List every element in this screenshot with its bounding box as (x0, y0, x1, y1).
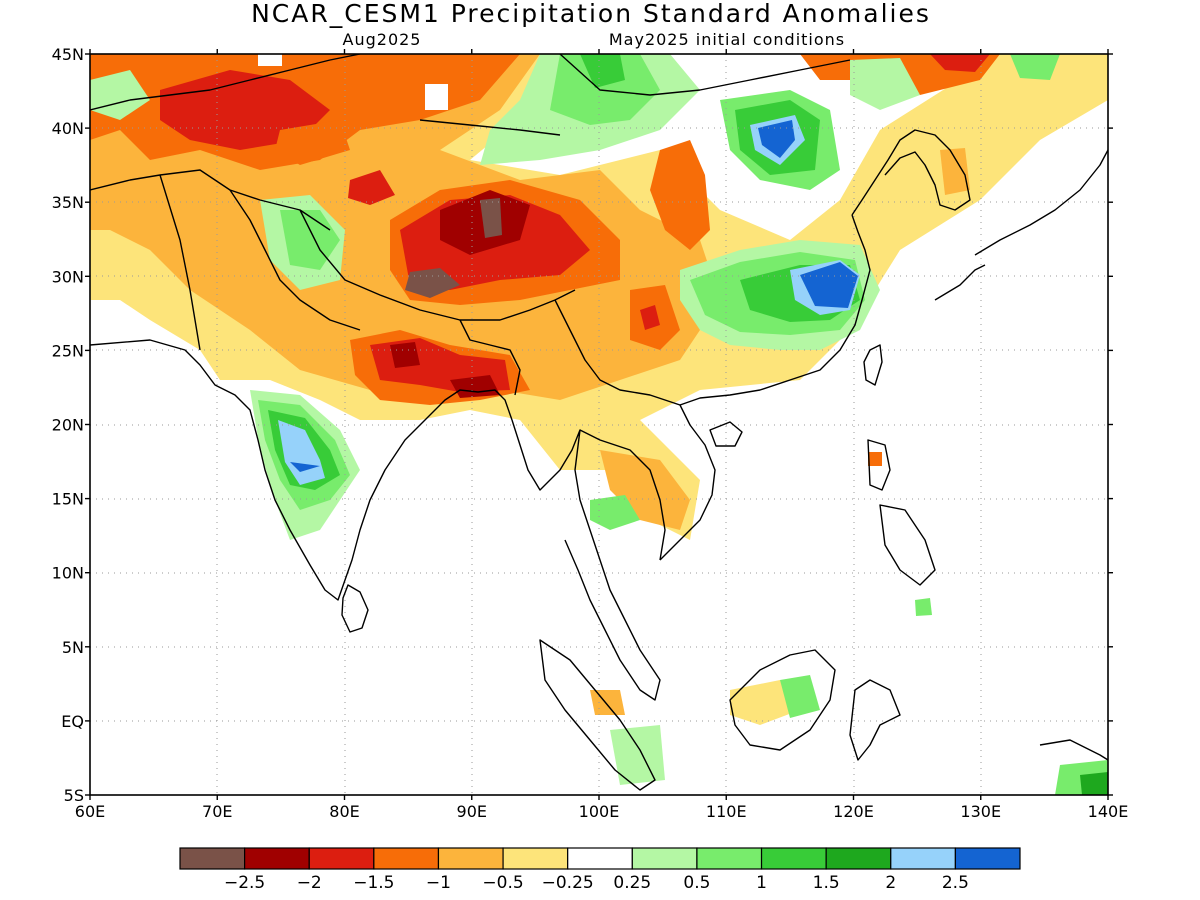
lat-tick-label: 15N (52, 490, 84, 509)
longitude-labels: 60E 70E 80E 90E 100E 110E 120E 130E 140E (75, 802, 1129, 821)
lon-tick-label: 70E (202, 802, 232, 821)
valid-month-label: Aug2025 (343, 30, 422, 49)
coastlines-borders (90, 54, 1108, 791)
colorbar-swatch (308, 847, 375, 870)
latitude-labels: 45N 40N 35N 30N 25N 20N 15N 10N 5N EQ 5S (52, 45, 84, 805)
colorbar-swatch (954, 847, 1021, 870)
colorbar-swatch (825, 847, 892, 870)
colorbar-label: −2 (297, 873, 322, 893)
colorbar: −2.5 −2 −1.5 −1 −0.5 −0.25 0.25 0.5 1 1.5 2 2.5 (179, 847, 1021, 893)
colorbar-swatch (696, 847, 763, 870)
colorbar-label: −0.25 (542, 873, 594, 893)
colorbar-swatch (179, 847, 246, 870)
colorbar-label: 0.5 (683, 873, 710, 893)
lon-tick-label: 140E (1088, 802, 1129, 821)
tick-marks (85, 49, 1113, 800)
colorbar-swatch (502, 847, 569, 870)
lon-tick-label: 60E (75, 802, 105, 821)
lat-tick-label: 5N (62, 638, 84, 657)
colorbar-labels: −2.5 −2 −1.5 −1 −0.5 −0.25 0.25 0.5 1 1.5 2 2.5 (224, 873, 969, 893)
colorbar-label: 1.5 (813, 873, 840, 893)
colorbar-label: −1 (426, 873, 451, 893)
init-conditions-label: May2025 initial conditions (609, 30, 845, 49)
map-area (90, 54, 1108, 795)
lat-tick-label: 10N (52, 564, 84, 583)
colorbar-label: −1.5 (353, 873, 394, 893)
lat-tick-label: 35N (52, 193, 84, 212)
colorbar-swatch (760, 847, 827, 870)
colorbar-label: 0.25 (613, 873, 651, 893)
lat-tick-label: 20N (52, 416, 84, 435)
lat-tick-label: 5S (64, 786, 84, 805)
lon-tick-label: 110E (706, 802, 747, 821)
colorbar-label: 1 (756, 873, 767, 893)
map-title: NCAR_CESM1 Precipitation Standard Anomal… (251, 0, 931, 28)
lon-tick-label: 100E (579, 802, 620, 821)
colorbar-label: 2.5 (942, 873, 969, 893)
colorbar-swatch (890, 847, 956, 870)
colorbar-swatches (179, 847, 1021, 870)
colorbar-swatch (567, 847, 633, 870)
lat-tick-label: 40N (52, 119, 84, 138)
lon-tick-label: 80E (329, 802, 359, 821)
lon-tick-label: 130E (960, 802, 1001, 821)
colorbar-label: −2.5 (224, 873, 265, 893)
colorbar-swatch (631, 847, 698, 870)
colorbar-label: 2 (885, 873, 896, 893)
colorbar-swatch (244, 847, 310, 870)
lon-tick-label: 90E (457, 802, 487, 821)
lat-tick-label: 25N (52, 341, 84, 360)
colorbar-label: −0.5 (482, 873, 523, 893)
colorbar-swatch (437, 847, 504, 870)
anomaly-shading (90, 54, 1108, 795)
lat-tick-label: 45N (52, 45, 84, 64)
colorbar-swatch (373, 847, 440, 870)
lat-tick-label: 30N (52, 267, 84, 286)
lat-tick-label: EQ (61, 712, 84, 731)
lon-tick-label: 120E (833, 802, 874, 821)
